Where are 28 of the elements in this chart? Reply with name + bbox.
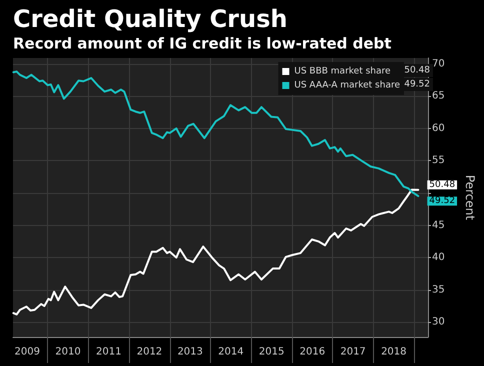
legend-label: US BBB market share bbox=[294, 66, 392, 76]
x-tick-label: 2015 bbox=[258, 346, 284, 358]
y-tick-label: 60 bbox=[432, 122, 445, 134]
y-tick-label: 35 bbox=[432, 284, 445, 296]
x-tick-label: 2013 bbox=[177, 346, 203, 358]
data-label: 49.52 bbox=[429, 196, 456, 206]
x-tick-label: 2018 bbox=[381, 346, 407, 358]
x-tick-label: 2012 bbox=[136, 346, 162, 358]
x-tick-label: 2010 bbox=[55, 346, 81, 358]
chart-title: Credit Quality Crush bbox=[13, 5, 288, 33]
y-tick-label: 40 bbox=[432, 252, 445, 264]
y-tick-label: 30 bbox=[432, 316, 445, 328]
y-tick-label: 65 bbox=[432, 90, 445, 102]
text: 49.52 bbox=[404, 80, 430, 90]
x-tick-label: 2016 bbox=[300, 346, 326, 358]
y-tick-label: 70 bbox=[432, 58, 445, 70]
data-label: 50.48 bbox=[429, 180, 456, 190]
x-tick-label: 2011 bbox=[96, 346, 122, 358]
y-axis-title: Percent bbox=[463, 174, 477, 220]
text: 50.48 bbox=[404, 66, 430, 76]
x-tick-label: 2014 bbox=[218, 346, 244, 358]
y-tick-label: 45 bbox=[432, 220, 445, 231]
x-tick-label: 2009 bbox=[14, 346, 40, 358]
line-series bbox=[12, 188, 420, 316]
y-tick-label: 55 bbox=[432, 155, 445, 166]
legend-label: US AAA-A market share bbox=[294, 80, 400, 90]
chart-subtitle: Record amount of IG credit is low-rated debt bbox=[13, 34, 392, 52]
x-tick-label: 2017 bbox=[340, 346, 366, 358]
